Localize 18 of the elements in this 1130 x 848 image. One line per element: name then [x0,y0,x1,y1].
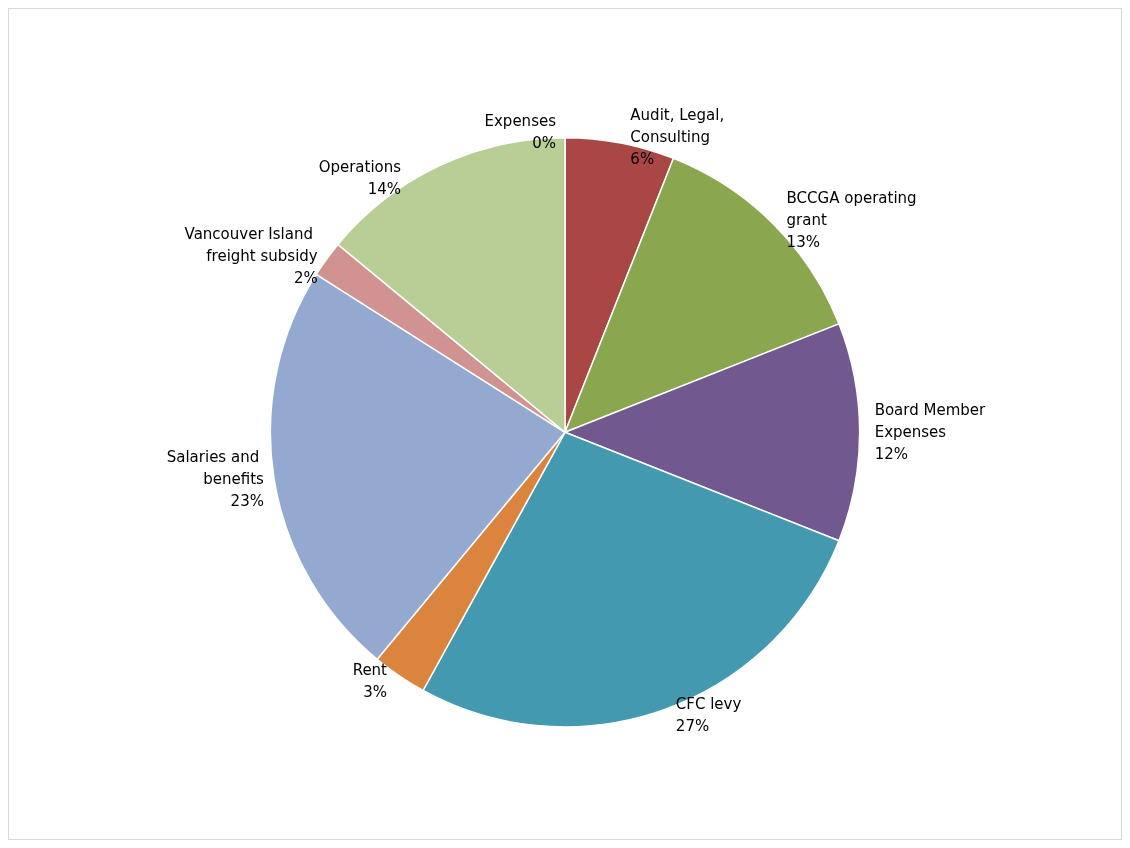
text: 0% [532,133,556,152]
data-label: 12% [874,445,908,464]
slice-label: BCCGA operating grant [786,188,922,229]
slice-label: Vancouver Island freight subsidy [184,224,318,265]
slice-label: Board Member Expenses [874,401,990,442]
slice-label: Rent [352,660,388,679]
data-label: 13% [786,232,820,251]
data-label: 2% [293,268,318,287]
slice-label: CFC levy [675,695,742,714]
data-label: 3% [363,682,388,701]
data-label: 27% [675,717,710,736]
category-label: Expenses [484,111,556,130]
slice-label: Salaries and benefits [166,448,265,489]
slice-label: Operations [318,157,402,176]
data-label: 23% [230,492,264,511]
slice-label: Audit, Legal, Consulting [630,105,729,146]
data-label: 6% [630,149,655,168]
data-label: 14% [367,179,402,198]
